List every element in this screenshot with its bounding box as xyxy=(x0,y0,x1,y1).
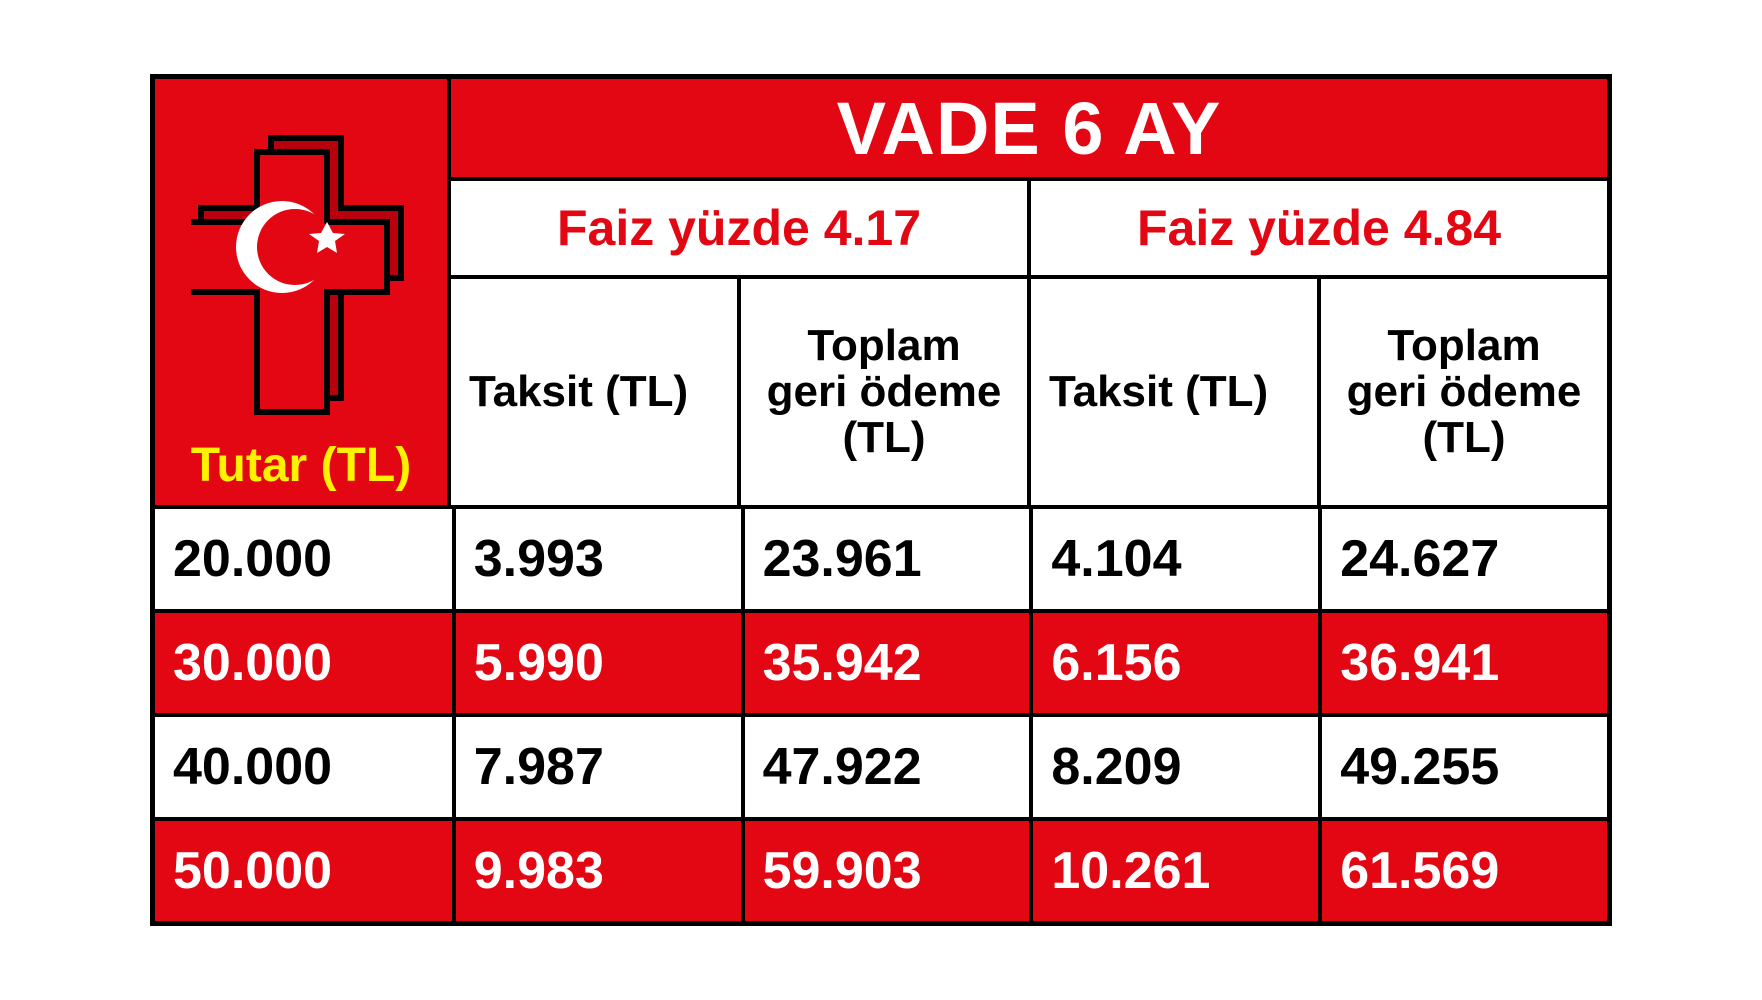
col-header-toplam-1: Toplam geri ödeme (TL) xyxy=(739,277,1029,507)
header-block: Tutar (TL) VADE 6 AY Faiz yüzde 4.17 Fai… xyxy=(153,77,1609,507)
table-row: 30.0005.99035.9426.15636.941 xyxy=(153,611,1609,715)
cell-r2-taksit: 4.104 xyxy=(1031,507,1320,611)
cell-r2-toplam: 36.941 xyxy=(1320,611,1609,715)
cell-r1-taksit: 7.987 xyxy=(454,715,743,819)
data-rows: 20.0003.99323.9614.10424.62730.0005.9903… xyxy=(153,507,1609,923)
cell-r1-taksit: 9.983 xyxy=(454,819,743,923)
table-row: 20.0003.99323.9614.10424.627 xyxy=(153,507,1609,611)
cell-r2-toplam: 24.627 xyxy=(1320,507,1609,611)
header-right-stack: VADE 6 AY Faiz yüzde 4.17 Faiz yüzde 4.8… xyxy=(449,77,1609,507)
cell-amount: 20.000 xyxy=(153,507,454,611)
column-header-row: Taksit (TL) Toplam geri ödeme (TL) Taksi… xyxy=(449,277,1609,507)
cell-r1-toplam: 47.922 xyxy=(743,715,1032,819)
col-header-taksit-2: Taksit (TL) xyxy=(1029,277,1319,507)
cell-r1-taksit: 3.993 xyxy=(454,507,743,611)
table-row: 40.0007.98747.9228.20949.255 xyxy=(153,715,1609,819)
amount-column-header: Tutar (TL) xyxy=(191,438,411,493)
rate-1-label: Faiz yüzde 4.17 xyxy=(449,179,1029,277)
loan-table: Tutar (TL) VADE 6 AY Faiz yüzde 4.17 Fai… xyxy=(150,74,1612,926)
cell-r1-toplam: 35.942 xyxy=(743,611,1032,715)
rate-row: Faiz yüzde 4.17 Faiz yüzde 4.84 xyxy=(449,179,1609,277)
cell-r2-taksit: 10.261 xyxy=(1031,819,1320,923)
col-header-toplam-2: Toplam geri ödeme (TL) xyxy=(1319,277,1609,507)
cell-r2-toplam: 49.255 xyxy=(1320,715,1609,819)
cell-amount: 40.000 xyxy=(153,715,454,819)
cell-r1-toplam: 59.903 xyxy=(743,819,1032,923)
cell-r1-taksit: 5.990 xyxy=(454,611,743,715)
col-header-taksit-1: Taksit (TL) xyxy=(449,277,739,507)
cell-amount: 30.000 xyxy=(153,611,454,715)
cell-r2-taksit: 6.156 xyxy=(1031,611,1320,715)
table-title: VADE 6 AY xyxy=(449,77,1609,179)
table-row: 50.0009.98359.90310.26161.569 xyxy=(153,819,1609,923)
cell-r1-toplam: 23.961 xyxy=(743,507,1032,611)
cell-r2-toplam: 61.569 xyxy=(1320,819,1609,923)
cell-r2-taksit: 8.209 xyxy=(1031,715,1320,819)
tl-flag-logo-icon xyxy=(191,128,411,428)
logo-and-amount-header: Tutar (TL) xyxy=(153,77,449,507)
rate-2-label: Faiz yüzde 4.84 xyxy=(1029,179,1609,277)
cell-amount: 50.000 xyxy=(153,819,454,923)
